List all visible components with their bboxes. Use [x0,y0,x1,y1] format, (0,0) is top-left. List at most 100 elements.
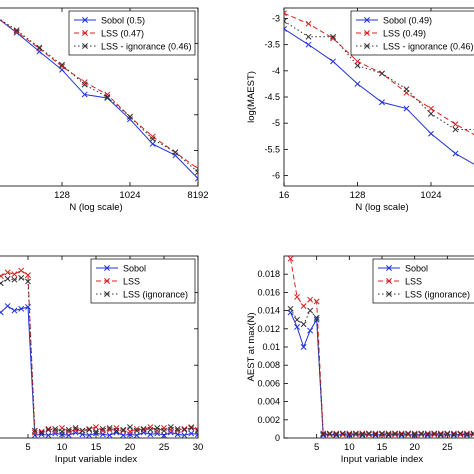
data-point [13,27,20,34]
data-point [284,18,287,25]
data-point [365,430,372,437]
data-point [120,432,127,438]
data-point [25,272,31,279]
legend-entry: LSS (0.47) [101,28,144,38]
data-point [313,316,320,323]
data-point [127,116,133,123]
data-point [86,425,93,432]
legend-entry: Sobol (0.49) [383,15,432,25]
data-point [354,62,361,69]
y-tick-label: 0.016 [257,287,280,297]
data-point [93,428,99,435]
data-point [11,271,18,278]
data-point [38,428,45,435]
data-point [379,70,385,77]
data-point [79,427,86,434]
y-tick-label: -5 [272,118,280,128]
legend-entry: LSS - ignorance (0.46) [383,41,474,51]
chart-panel-3: 5 10 15 20 25 30 Input variable index Sobol LSS L… [0,255,203,465]
y-tick-label: -4 [272,66,280,76]
data-point [81,81,88,88]
y-tick-label: -3.5 [264,40,280,50]
data-point [52,430,59,437]
data-point [59,63,65,70]
x-tick-label: 15 [377,442,388,453]
legend-entry: LSS [405,276,422,286]
data-point [307,296,314,303]
legend: Sobol (0.49) LSS (0.49) LSS - ignorance (0… [350,10,474,56]
data-point [167,424,174,431]
x-tick-label: 5 [314,442,319,453]
data-point [147,431,154,438]
data-point [379,99,385,106]
legend-entry: Sobol (0.5) [101,15,145,25]
data-point [418,430,425,437]
series-line-1 [0,19,198,179]
y-axis: 0 0.002 0.004 0.006 0.008 0.01 0.012 0.014 0.016… [246,269,288,443]
data-point [372,431,379,438]
data-point [305,20,312,27]
y-tick-label: -4.5 [264,92,280,102]
data-point [418,431,425,438]
series-group [0,18,198,182]
data-point [127,428,133,435]
data-point [352,431,359,438]
x-axis-label: N (log scale) [69,202,122,213]
chart-panel-2: 16 128 1024 N (log scale) -3 -3.5 -4 -4.5 -5 -5.5… [246,7,474,213]
data-point [411,430,418,437]
data-point [99,425,106,432]
data-point [287,305,294,312]
data-point [437,430,444,437]
data-point [52,427,59,434]
y-tick-label: 0.004 [257,397,280,407]
data-point [106,432,113,438]
data-point [113,427,120,434]
data-point [18,305,25,312]
data-point [326,431,333,438]
data-point [405,430,412,437]
y-tick-label: 0.018 [257,269,280,279]
x-axis: 5 10 15 20 25 Input variable index [314,256,453,465]
data-point [450,430,457,437]
legend-entry: LSS [123,276,140,286]
data-point [313,314,320,321]
data-point [161,432,167,438]
x-axis-label: Input variable index [55,454,138,465]
data-point [437,431,444,438]
data-point [113,425,120,431]
data-point [147,426,154,433]
data-point [38,431,45,438]
data-point [330,35,336,42]
data-point [11,307,18,314]
x-tick-label: 1024 [420,190,441,201]
y-tick-label: 0.012 [257,324,280,334]
x-axis-label: N (log scale) [355,202,408,213]
data-point [307,327,314,334]
x-tick-label: 10 [344,442,355,453]
data-point [339,430,346,437]
data-point [133,427,140,434]
data-point [294,324,301,330]
data-point [45,432,52,438]
data-point [346,430,353,437]
data-point [4,269,11,276]
data-point [463,430,470,437]
y-axis-label: AEST at max(N) [246,313,257,382]
data-point [106,425,113,431]
data-point [0,273,4,279]
series-line-2 [0,19,198,170]
data-point [300,321,307,328]
data-point [86,426,93,433]
data-point [305,33,312,40]
series-group [287,256,474,438]
data-point [365,431,372,438]
data-point [0,309,4,316]
data-point [81,91,88,98]
x-tick-label: 20 [409,442,420,453]
legend: Sobol (0.5) LSS (0.47) LSS - ignorance (0.… [68,10,196,56]
legend-entry: LSS (ignorance) [123,289,188,299]
data-point [140,426,147,433]
data-point [31,427,38,434]
data-point [307,307,314,314]
